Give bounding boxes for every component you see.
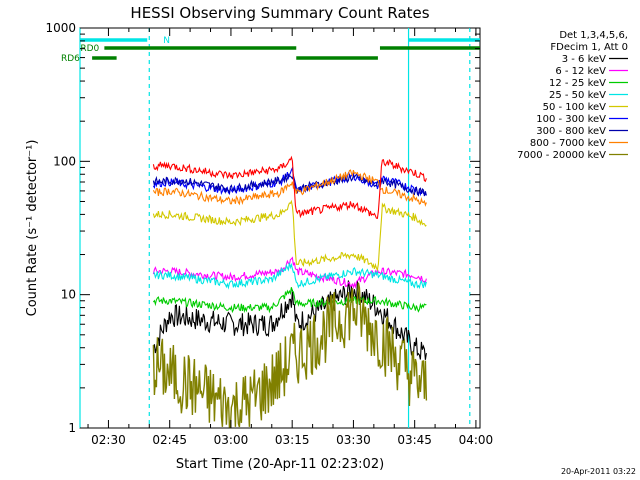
status-bar-label: RD0 <box>80 44 99 54</box>
series-line-9 <box>152 155 427 220</box>
status-bar-label: N <box>163 36 170 46</box>
legend-item-label: 50 - 100 keV <box>543 102 607 113</box>
vertical-markers <box>79 28 471 428</box>
legend-header-line-1: FDecim 1, Att 0 <box>550 42 628 53</box>
legend-item-label: 100 - 300 keV <box>536 114 606 125</box>
series-line-0 <box>152 280 427 360</box>
series-line-1 <box>152 256 427 290</box>
footer-timestamp: 20-Apr-2011 03:22 <box>561 467 636 476</box>
series-line-8 <box>152 282 428 428</box>
series-line-7 <box>152 169 427 207</box>
y-axis: 1 10 100 1000 <box>45 21 480 435</box>
x-axis-label: Start Time (20-Apr-11 02:23:02) <box>176 457 384 472</box>
x-axis: 02:30 02:45 03:00 03:15 03:30 03:45 04:00 <box>87 28 494 447</box>
legend-item-label: 25 - 50 keV <box>549 90 606 101</box>
y-axis-label: Count Rate (s⁻¹ detector⁻¹) <box>25 140 40 317</box>
x-tick-label: 04:00 <box>459 433 494 447</box>
y-tick-label: 1000 <box>45 21 76 35</box>
series-line-3 <box>153 262 427 290</box>
legend-item-label: 12 - 25 keV <box>549 78 606 89</box>
legend-item-label: 6 - 12 keV <box>555 66 606 77</box>
series-line-4 <box>152 199 427 272</box>
chart-title: HESSI Observing Summary Count Rates <box>130 4 429 22</box>
legend-item-label: 3 - 6 keV <box>562 54 606 65</box>
x-tick-label: 03:45 <box>397 433 432 447</box>
x-tick-label: 03:15 <box>275 433 310 447</box>
legend-item-label: 300 - 800 keV <box>536 126 606 137</box>
series-line-2 <box>152 287 427 314</box>
legend-item-label: 800 - 7000 keV <box>530 138 606 149</box>
x-tick-label: 02:30 <box>91 433 126 447</box>
data-series <box>152 155 428 428</box>
x-tick-label: 02:45 <box>152 433 187 447</box>
y-tick-label: 100 <box>53 154 76 168</box>
legend-header-line-0: Det 1,3,4,5,6, <box>559 30 628 41</box>
status-bar-label: RD6 <box>61 54 80 64</box>
x-tick-label: 03:30 <box>336 433 371 447</box>
x-tick-label: 03:00 <box>214 433 249 447</box>
y-tick-label: 1 <box>68 421 76 435</box>
y-tick-label: 10 <box>61 288 76 302</box>
legend-item-label: 7000 - 20000 keV <box>517 150 606 161</box>
legend: Det 1,3,4,5,6,FDecim 1, Att 03 - 6 keV6 … <box>517 30 628 161</box>
